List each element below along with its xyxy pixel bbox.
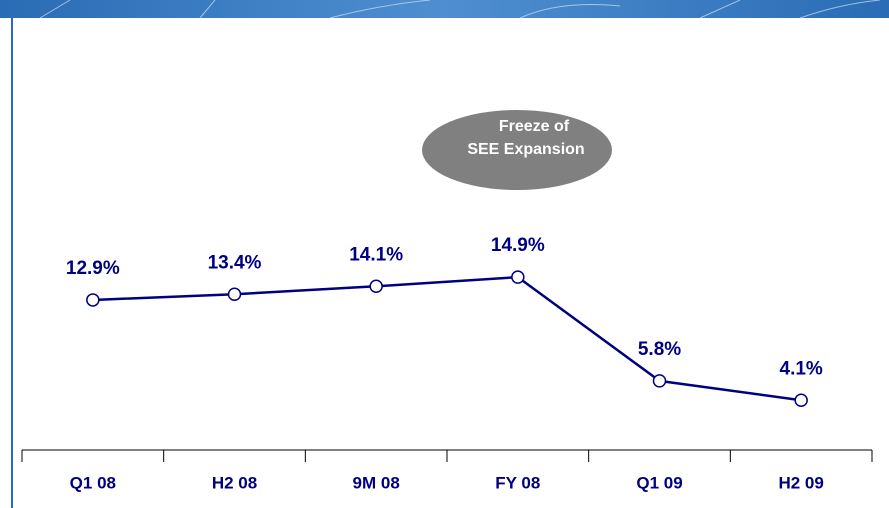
data-label: 13.4% [208,252,262,273]
data-label: 12.9% [66,258,120,279]
data-point [86,293,100,307]
x-tick-label: H2 09 [778,473,823,492]
header-pattern [39,0,881,19]
data-label: 14.1% [349,244,403,265]
x-tick-label: Q1 09 [636,473,682,492]
annotation-text: Freeze of [499,118,570,135]
data-point [511,270,525,284]
annotation-bubble [422,110,612,190]
data-point [369,279,383,294]
data-point [794,393,808,408]
x-tick-label: H2 08 [212,473,257,492]
data-label: 14.9% [491,235,545,256]
x-tick-label: FY 08 [495,473,540,492]
line-series [92,275,802,402]
data-label: 4.1% [780,358,823,379]
annotation-text: SEE Expansion [467,141,584,158]
header-band [0,0,889,18]
x-tick-label: 9M 08 [353,473,400,492]
data-point [652,374,667,388]
data-point [227,287,242,301]
data-label: 5.8% [638,339,681,360]
x-tick-label: Q1 08 [70,473,116,492]
